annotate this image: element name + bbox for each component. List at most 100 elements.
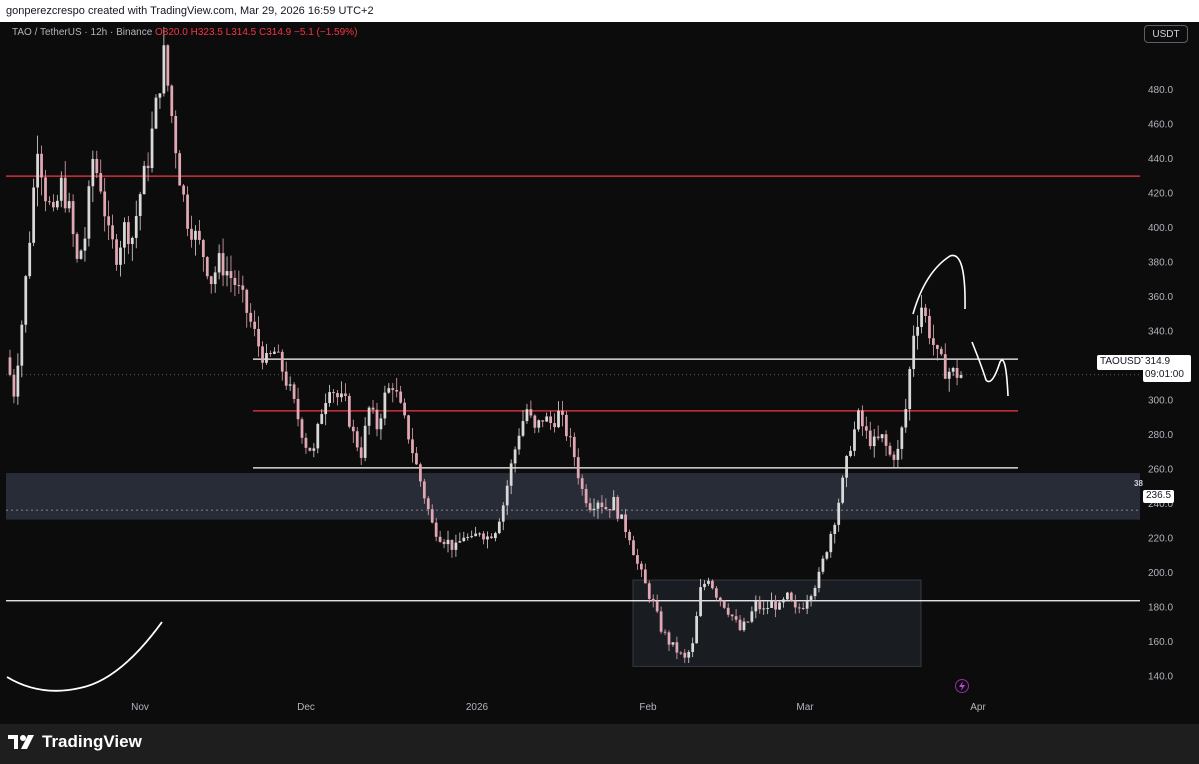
candle-body [367,407,371,426]
last-price-tag: 314.9 09:01:00 [1143,355,1191,382]
last-price: 314.9 [1145,356,1171,367]
candle-body [639,563,643,570]
candle-body [880,434,884,439]
price-chart[interactable]: 480.0 460.0 440.0 420.0 400.0 380.0 360.0 340.0… [0,22,1199,724]
candle-body [478,533,481,535]
ticker-label: TAOUSDT [1100,356,1148,367]
candle-body [612,497,616,511]
price-tick-label: 340.0 [1148,326,1173,337]
candle-body [276,351,280,353]
candle-body [79,250,83,259]
candle-body [525,409,529,422]
candle-body [943,354,947,379]
candle-body [703,583,706,588]
candle-body [422,481,426,499]
candle-body [584,488,588,504]
candle-body [237,285,241,287]
candle-body [99,173,103,192]
candle-body [138,194,142,217]
candle-body [730,614,734,617]
candle-body [513,449,517,464]
tradingview-logo[interactable]: TradingView [8,732,142,752]
candle-body [174,116,178,154]
candle-body [83,238,87,251]
price-tick-label: 280.0 [1148,430,1173,441]
candle-body [643,569,647,584]
candle-body [853,429,856,451]
candle-body [245,289,249,313]
candle-body [8,357,12,375]
price-tick-label: 160.0 [1148,637,1173,648]
candle-body [695,616,699,644]
candle-body [651,598,655,602]
candle-body [28,242,32,277]
demand-zone-0 [6,473,1140,520]
price-tick-label: 300.0 [1148,396,1173,407]
candle-body [805,601,809,609]
candle-body [632,540,635,556]
candle-body [517,435,521,450]
candle-body [130,237,134,245]
candle-body [762,608,766,610]
candle-body [32,187,36,243]
candle-body [541,420,545,422]
candle-body [793,600,797,608]
bar-countdown: 09:01:00 [1145,368,1184,380]
time-tick-label: Apr [970,702,986,713]
candle-body [596,502,600,509]
candle-body [182,185,185,195]
candle-body [55,200,59,208]
lightning-icon[interactable] [955,679,969,693]
price-tick-label: 360.0 [1148,292,1173,303]
candle-body [40,153,43,178]
candle-body [44,177,47,202]
currency-button[interactable]: USDT [1144,25,1188,43]
candle-body [75,234,79,259]
chart-area[interactable]: 480.0 460.0 440.0 420.0 400.0 380.0 360.0 340.0… [0,22,1199,724]
attribution-text: gonperezcrespo created with TradingView.… [6,5,374,17]
candle-body [786,592,789,600]
candle-body [391,388,395,390]
candle-body [857,410,860,430]
candle-body [813,587,817,597]
candle-body [201,240,205,258]
candle-body [158,93,162,98]
candle-body [675,642,679,653]
candle-body [411,439,414,454]
candle-body [71,201,75,235]
candle-body [616,497,620,519]
candle-body [269,353,272,355]
candle-body [304,437,308,448]
candle-body [876,436,880,439]
candle-body [726,607,730,615]
candle-body [750,611,754,622]
candle-body [549,416,552,424]
brand-name: TradingView [42,732,142,751]
zones-layer [6,473,1140,667]
candle-body [126,222,130,245]
candle-body [442,541,446,545]
drawing-curve-bottom-left [6,621,163,692]
candle-body [561,410,564,415]
candle-body [371,407,375,410]
candle-body [20,324,24,366]
candle-body [383,392,387,419]
candle-body [320,414,324,424]
candle-body [841,477,845,503]
candle-body [860,410,864,427]
candle-body [288,384,292,386]
drawing-arc-top [912,254,966,315]
candle-body [458,541,462,543]
candle-body [924,307,927,316]
candle-body [568,436,572,438]
price-tick-label: 400.0 [1148,223,1173,234]
candle-body [928,315,931,339]
candle-body [900,427,904,449]
candle-body [758,601,762,610]
price-tick-label: 420.0 [1148,188,1173,199]
candle-body [134,216,138,238]
candle-body [592,508,596,511]
candle-body [707,580,710,584]
levels-layer [6,175,1140,602]
candle-body [24,276,28,325]
